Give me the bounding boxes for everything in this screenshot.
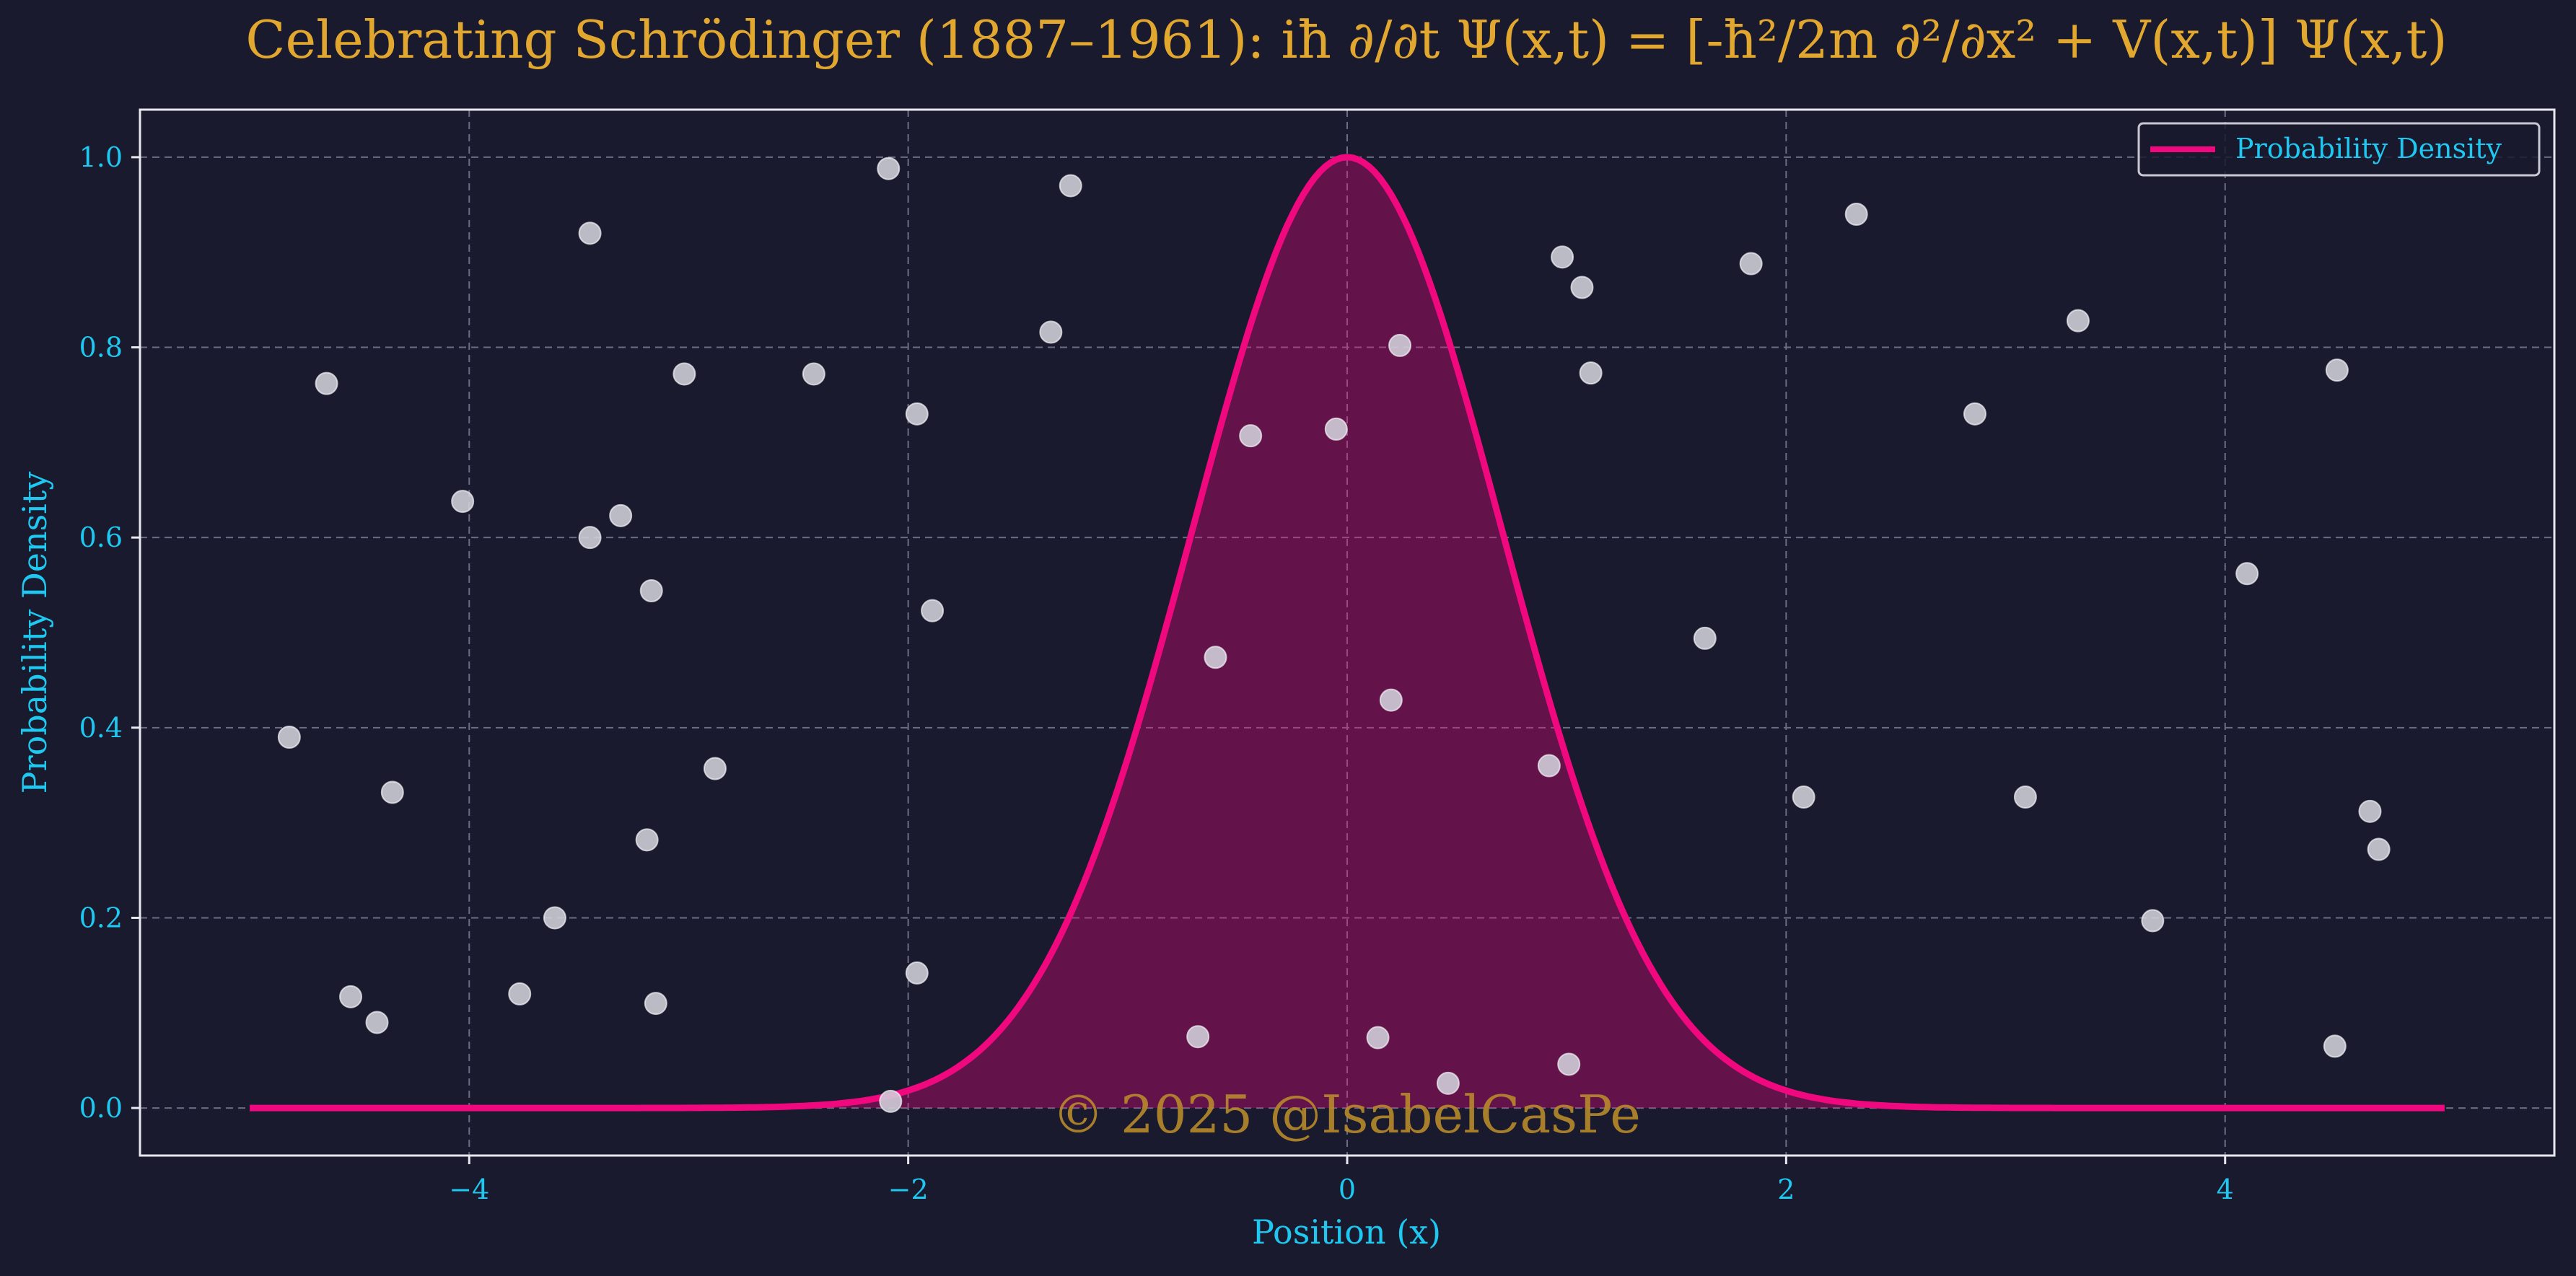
y-tick-label-0: 0.0 [79,1092,123,1124]
scatter-point-46 [2323,1034,2347,1058]
legend-entry-probability-density: Probability Density [2235,133,2502,164]
x-axis-label: Position (x) [1252,1213,1441,1251]
scatter-point-41 [1963,402,1986,426]
x-tick-label-0: −4 [449,1174,489,1205]
scatter-point-17 [877,157,901,180]
scatter-point-29 [1379,688,1403,712]
chart-title: Celebrating Schrödinger (1887–1961): iħ … [245,9,2447,70]
scatter-point-39 [1792,786,1815,809]
density-curve [250,154,2445,1112]
scatter-point-12 [639,579,663,602]
scatter-point-15 [703,757,727,780]
y-tick-label-1: 0.2 [79,902,123,933]
scatter-point-23 [1059,174,1082,198]
scatter-point-1 [315,371,338,395]
scatter-point-25 [1204,646,1227,669]
scatter-point-11 [635,828,659,852]
scatter-point-49 [2367,837,2391,861]
scatter-point-2 [339,985,363,1008]
density-line [250,154,2445,1112]
scatter-point-5 [451,490,475,514]
x-tick-label-4: 4 [2217,1174,2234,1205]
y-tick-label-5: 1.0 [79,141,123,173]
scatter-point-19 [905,402,929,426]
y-axis-ticks: 0.0 0.2 0.4 0.6 0.8 1.0 [79,141,140,1124]
scatter-point-9 [578,526,602,550]
scatter-point-48 [2358,799,2382,823]
scatter-point-27 [1324,417,1348,441]
y-tick-label-2: 0.4 [79,712,123,744]
scatter-point-18 [879,1089,903,1113]
scatter-point-30 [1388,333,1412,357]
scatter-point-26 [1239,424,1263,448]
scatter-point-7 [543,906,566,930]
y-axis-label: Probability Density [15,472,54,794]
scatter-point-3 [365,1011,389,1034]
scatter-point-13 [644,992,667,1016]
density-area [250,157,2445,1109]
scatter-point-22 [1039,320,1063,344]
x-tick-label-3: 2 [1777,1174,1795,1205]
scatter-point-33 [1551,245,1574,269]
scatter-point-16 [802,362,825,386]
scatter-point-24 [1186,1025,1210,1049]
x-tick-label-1: −2 [888,1174,929,1205]
scatter-point-32 [1537,754,1561,778]
density-fill [250,157,2445,1109]
scatter-point-45 [2235,562,2259,586]
scatter-point-14 [673,362,696,386]
x-axis-ticks: −4 −2 0 2 4 [449,1156,2234,1205]
scatter-point-6 [508,982,532,1006]
scatter-point-10 [609,503,633,527]
scatter-point-38 [1739,252,1763,276]
scatter-point-44 [2141,909,2165,933]
legend-box [2137,122,2541,177]
scatter-point-31 [1436,1071,1460,1095]
scatter-point-47 [2325,358,2349,382]
scatter-point-36 [1579,361,1603,385]
scatter-point-35 [1570,276,1594,299]
legend: Probability Density [2137,122,2541,177]
scatter-point-28 [1366,1026,1390,1050]
watermark-text: © 2025 @IsabelCasPe [1052,1084,1641,1145]
y-tick-label-4: 0.8 [79,332,123,364]
scatter-point-21 [921,599,945,622]
y-tick-label-3: 0.6 [79,522,123,553]
x-tick-label-2: 0 [1339,1174,1356,1205]
scatter-point-37 [1693,626,1717,650]
scatter-point-40 [1844,203,1868,226]
scatter-point-8 [578,221,602,245]
scatter-point-0 [277,726,301,749]
scatter-point-43 [2066,309,2090,333]
scatter-points [277,157,2391,1113]
scatter-point-34 [1557,1052,1581,1076]
scatter-point-20 [905,961,929,985]
scatter-point-4 [380,780,404,804]
scatter-point-42 [2013,786,2037,809]
